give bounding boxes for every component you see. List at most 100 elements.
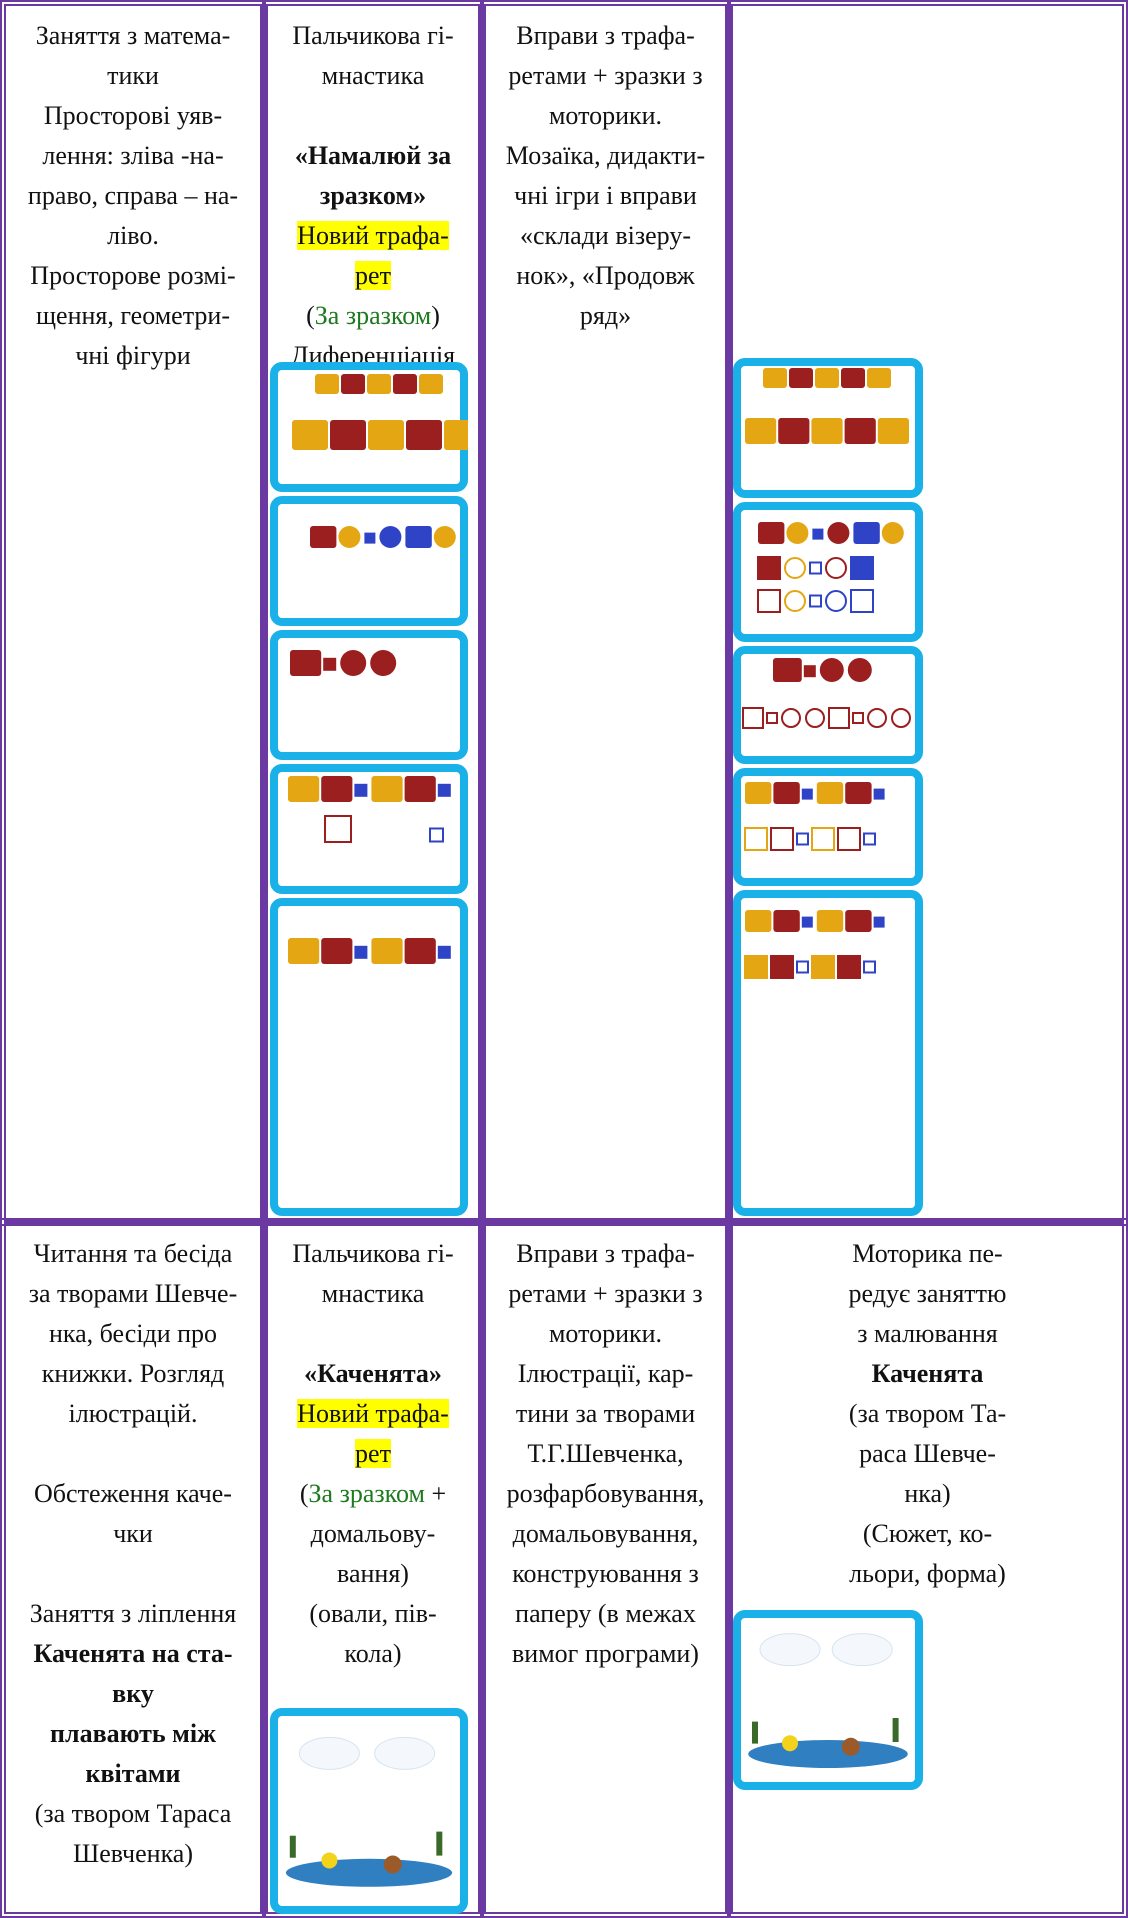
text-segment: кола) (344, 1639, 402, 1668)
shape (744, 827, 768, 851)
text-segment: право, справа – на- (27, 181, 239, 210)
text-line: Вправи з трафа- (486, 16, 725, 56)
text-line: Каченята на ста- (6, 1634, 260, 1674)
text-segment: вку (112, 1679, 154, 1708)
text-segment: Мозаїка, дидакти- (505, 141, 706, 170)
shape (782, 1735, 798, 1752)
shape (863, 960, 876, 974)
table-cell: Моторика пе-редує заняттю з малювання Каче… (727, 1218, 1128, 1918)
cell-text: Моторика пе-редує заняттю з малювання Каче… (733, 1234, 1122, 1594)
shape (812, 528, 824, 540)
illustration (270, 630, 468, 760)
shape (354, 783, 368, 797)
illustration (270, 898, 468, 1216)
text-segment: «Каченята» (304, 1359, 442, 1388)
text-line: тини за творами (486, 1394, 725, 1434)
text-line: ретами + зразки з (486, 1274, 725, 1314)
shape (784, 557, 806, 579)
text-line: Новий трафа- (268, 216, 478, 256)
shape (330, 420, 366, 450)
text-segment: Каченята (871, 1359, 984, 1388)
text-segment: (за твором Тараса (34, 1799, 232, 1828)
text-segment: чки (113, 1519, 153, 1548)
text-segment: + (424, 1479, 447, 1508)
illustration (270, 1708, 468, 1914)
illustration (733, 358, 923, 498)
blank-line (6, 1434, 260, 1474)
text-segment: Просторові уяв- (43, 101, 223, 130)
text-line: мнастика (268, 1274, 478, 1314)
text-line: (за твором Тараса (6, 1794, 260, 1834)
shape (770, 827, 794, 851)
text-line: Мозаїка, дидакти- (486, 136, 725, 176)
text-segment: домальову- (310, 1519, 436, 1548)
shape (340, 650, 367, 676)
text-segment: «склади візеру- (520, 221, 691, 250)
illustration (270, 362, 468, 492)
shape (831, 1633, 893, 1667)
shape (368, 420, 404, 450)
text-line: розфарбовування, (486, 1474, 725, 1514)
text-segment: вання) (337, 1559, 409, 1588)
shape (270, 630, 468, 760)
shape (419, 374, 443, 394)
text-line: Заняття з ліплення (6, 1594, 260, 1634)
text-segment: «Намалюй за (294, 141, 452, 170)
shape (757, 556, 781, 580)
text-segment: За зразком (314, 301, 432, 330)
text-line: «Намалюй за (268, 136, 478, 176)
text-line: вання) (268, 1554, 478, 1594)
shape (742, 707, 764, 729)
shape (815, 368, 839, 388)
shape (404, 938, 436, 964)
shape (748, 1740, 908, 1768)
shape (816, 910, 844, 932)
text-segment: Пальчикова гі- (292, 1239, 454, 1268)
text-segment: ліво. (107, 221, 159, 250)
text-line: квітами (6, 1754, 260, 1794)
shape (825, 590, 847, 612)
text-segment: рет (355, 1439, 391, 1468)
shape (744, 955, 768, 979)
text-segment: щення, геометри- (36, 301, 230, 330)
text-segment: тини за творами (515, 1399, 696, 1428)
shape (828, 707, 850, 729)
text-line: щення, геометри- (6, 296, 260, 336)
shape (809, 594, 822, 608)
text-segment: моторики. (548, 1319, 663, 1348)
cell-text: Заняття з матема-тики Просторові уяв-ленн… (6, 16, 260, 376)
shape (845, 910, 872, 932)
shape (827, 522, 850, 544)
text-segment: ряд» (579, 301, 632, 330)
shape (270, 496, 468, 626)
text-line: (Сюжет, ко- (733, 1514, 1122, 1554)
shape (773, 658, 802, 682)
shape (837, 827, 861, 851)
text-segment: льори, форма) (849, 1559, 1006, 1588)
text-line: Вправи з трафа- (486, 1234, 725, 1274)
shape (321, 938, 353, 964)
text-segment: Новий трафа- (297, 1399, 449, 1428)
shape (841, 368, 865, 388)
text-segment: з малювання (857, 1319, 998, 1348)
shape (881, 522, 904, 544)
text-line: мнастика (268, 56, 478, 96)
shape (819, 658, 844, 682)
shape (433, 526, 456, 548)
illustration (733, 502, 923, 642)
text-line: Ілюстрації, кар- (486, 1354, 725, 1394)
text-segment: (Сюжет, ко- (862, 1519, 993, 1548)
cell-text: Читання та бесіда за творами Шевче-нка, б… (6, 1234, 260, 1874)
shape (383, 1855, 402, 1874)
shape (805, 708, 825, 728)
text-line: зразком» (268, 176, 478, 216)
text-line: чки (6, 1514, 260, 1554)
text-segment: паперу (в межах (515, 1599, 696, 1628)
text-segment: моторики. (548, 101, 663, 130)
text-line: Просторове розмі- (6, 256, 260, 296)
text-segment: чні фігури (75, 341, 191, 370)
shape (341, 374, 365, 394)
text-segment: Обстеження каче- (34, 1479, 232, 1508)
text-segment: Просторове розмі- (30, 261, 236, 290)
shape (759, 1633, 821, 1667)
